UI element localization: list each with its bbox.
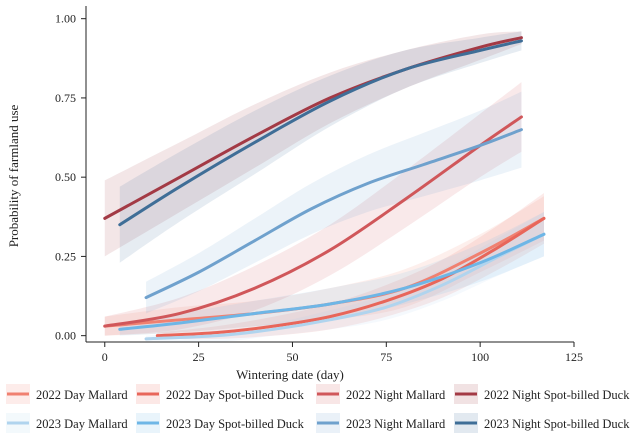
series-line: [103, 36, 523, 220]
legend-label: 2023 Day Spot-billed Duck: [166, 417, 305, 431]
y-tick-label: 0.25: [55, 249, 76, 263]
y-tick-label: 1.00: [55, 12, 76, 26]
legend: 2022 Day Mallard 2022 Day Spot-billed Duc…: [6, 384, 630, 433]
legend-label: 2022 Day Mallard: [36, 388, 128, 402]
y-ticks: 0.00 0.25 0.50 0.75 1.00: [55, 12, 86, 343]
legend-label: 2023 Night Mallard: [346, 417, 446, 431]
series-line: [118, 39, 523, 227]
x-tick-label: 0: [102, 350, 108, 364]
axes: 0 25 50 75 100 125 0.00 0.25 0.50 0.75 1.00: [55, 6, 583, 364]
series-line: [144, 128, 523, 300]
x-tick-label: 100: [471, 350, 489, 364]
series-line: [118, 232, 546, 331]
confidence-band: [104, 82, 522, 336]
legend-label: 2023 Night Spot-billed Duck: [484, 417, 630, 431]
confidence-band: [104, 31, 522, 257]
legend-label: 2022 Day Spot-billed Duck: [166, 388, 305, 402]
confidence-bands: [104, 31, 544, 343]
confidence-band: [146, 91, 522, 314]
series-line: [144, 232, 546, 341]
confidence-band: [119, 212, 544, 336]
x-tick-label: 25: [193, 350, 205, 364]
x-axis-label: Wintering date (day): [236, 367, 344, 382]
legend-label: 2023 Day Mallard: [36, 417, 128, 431]
y-axis-label: Probability of farmland use: [6, 104, 21, 247]
series-line: [155, 216, 546, 338]
x-tick-label: 50: [286, 350, 298, 364]
x-ticks: 0 25 50 75 100 125: [102, 342, 583, 364]
x-tick-label: 75: [380, 350, 392, 364]
confidence-band: [119, 31, 522, 263]
y-tick-label: 0.00: [55, 329, 76, 343]
y-tick-label: 0.75: [55, 91, 76, 105]
series-lines: [103, 36, 546, 341]
y-tick-label: 0.50: [55, 170, 76, 184]
legend-label: 2022 Night Mallard: [346, 388, 446, 402]
legend-label: 2022 Night Spot-billed Duck: [484, 388, 630, 402]
x-tick-label: 125: [565, 350, 583, 364]
